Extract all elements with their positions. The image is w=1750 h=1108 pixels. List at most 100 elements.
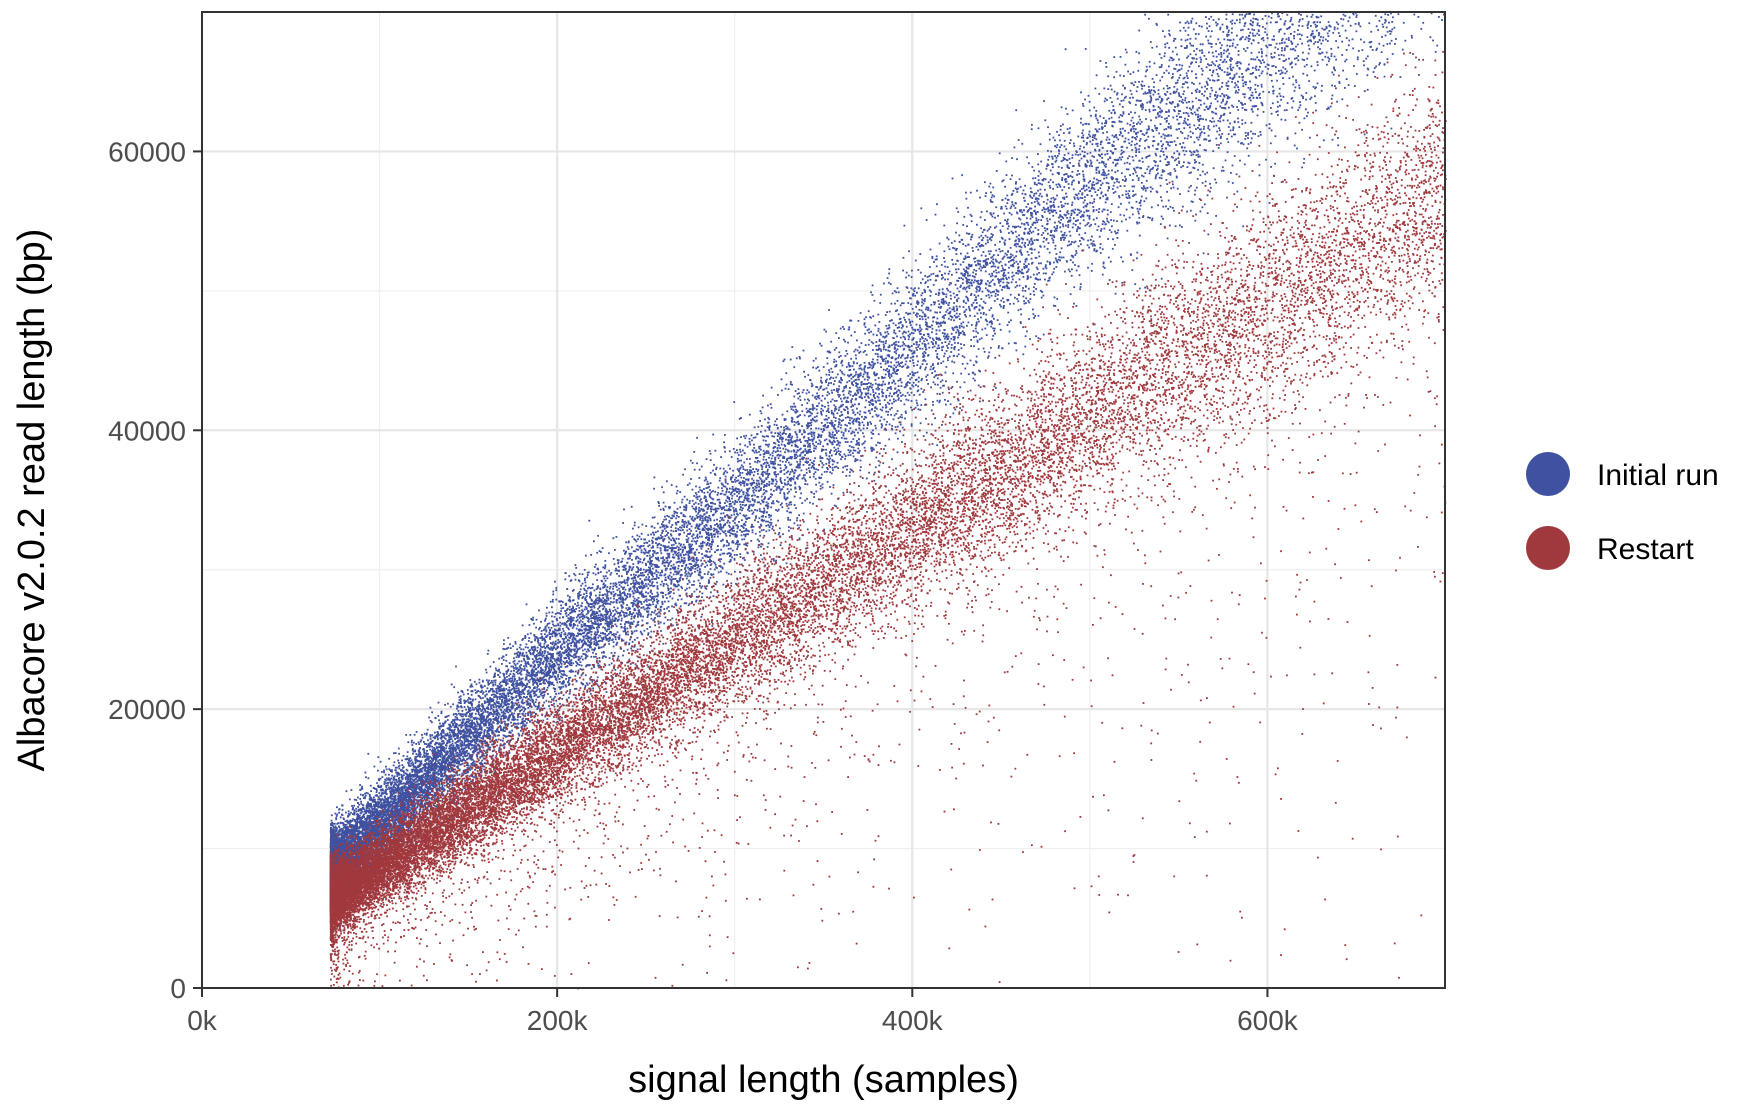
point <box>513 667 515 669</box>
point <box>850 441 853 443</box>
point <box>1074 208 1077 211</box>
point <box>461 752 464 755</box>
point <box>849 422 851 425</box>
point <box>492 704 495 707</box>
point <box>413 741 415 744</box>
point <box>547 653 550 656</box>
point <box>392 823 395 826</box>
point <box>839 355 842 357</box>
point <box>1292 83 1295 86</box>
point <box>1046 195 1048 197</box>
point <box>519 651 521 654</box>
point <box>723 471 726 474</box>
point <box>860 381 863 383</box>
point <box>934 374 937 377</box>
point <box>504 703 507 706</box>
point <box>1123 87 1126 90</box>
point <box>602 655 604 658</box>
point <box>809 445 811 448</box>
point <box>1078 274 1081 277</box>
point <box>1245 109 1248 111</box>
point <box>449 738 451 740</box>
point <box>480 729 483 731</box>
point <box>487 704 490 706</box>
point <box>709 495 711 498</box>
point <box>716 498 719 501</box>
point <box>717 530 720 533</box>
point <box>751 439 753 442</box>
point <box>665 583 668 586</box>
point <box>1242 225 1245 228</box>
point <box>739 484 742 486</box>
point <box>896 309 898 312</box>
point <box>856 389 858 392</box>
point <box>680 512 682 515</box>
point <box>773 460 776 463</box>
point <box>351 808 354 811</box>
point <box>730 514 733 517</box>
point <box>1180 67 1183 70</box>
point <box>940 298 943 301</box>
point <box>411 778 414 781</box>
point <box>1131 156 1134 158</box>
point <box>480 718 483 721</box>
point <box>703 491 706 494</box>
point <box>542 681 545 684</box>
point <box>799 357 801 360</box>
point <box>764 504 767 507</box>
point <box>856 440 858 442</box>
point <box>1192 166 1195 169</box>
point <box>728 521 731 524</box>
point <box>476 730 479 733</box>
point <box>668 547 671 550</box>
point <box>866 511 868 513</box>
point <box>445 747 447 750</box>
point <box>585 665 587 668</box>
point <box>973 275 976 278</box>
point <box>498 683 501 685</box>
point <box>937 325 940 328</box>
point <box>698 477 701 479</box>
point <box>787 483 790 485</box>
point <box>695 525 698 528</box>
point <box>645 562 647 565</box>
point <box>1085 143 1088 146</box>
point <box>809 408 812 410</box>
point <box>559 702 561 705</box>
point <box>1163 55 1166 58</box>
point <box>438 746 441 748</box>
point <box>672 563 675 566</box>
point <box>677 572 680 575</box>
point <box>572 607 574 610</box>
point <box>1219 117 1221 120</box>
point <box>675 573 678 576</box>
point <box>683 508 686 511</box>
point <box>578 647 581 650</box>
point <box>559 621 562 624</box>
point <box>434 735 437 738</box>
point <box>389 803 391 806</box>
point <box>448 741 451 744</box>
point <box>1338 115 1341 118</box>
point <box>867 382 870 384</box>
point <box>1295 45 1297 48</box>
point <box>903 224 906 227</box>
point <box>616 607 619 610</box>
point <box>585 554 587 557</box>
point <box>535 618 538 621</box>
point <box>1279 95 1282 97</box>
point <box>916 371 919 374</box>
point <box>540 668 543 671</box>
point <box>1298 24 1300 27</box>
point <box>677 598 679 601</box>
point <box>491 681 494 684</box>
point <box>333 836 335 839</box>
point <box>429 764 432 767</box>
point <box>531 674 534 677</box>
point <box>355 807 358 810</box>
point <box>411 818 414 821</box>
point <box>835 505 838 508</box>
point <box>867 343 870 346</box>
point <box>897 399 900 401</box>
point <box>701 540 704 543</box>
